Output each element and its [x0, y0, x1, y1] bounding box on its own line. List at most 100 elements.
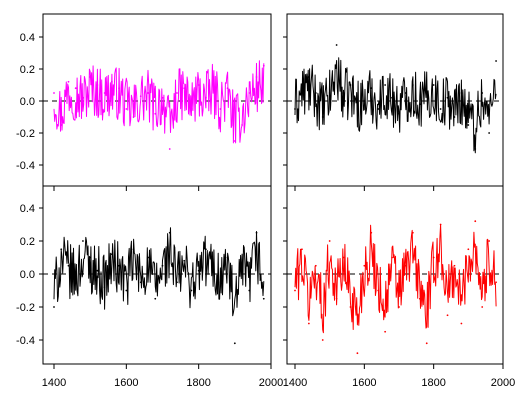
data-point [183, 259, 186, 262]
data-point [439, 108, 442, 110]
series-line [294, 57, 497, 154]
data-point [363, 264, 366, 267]
data-point [314, 92, 317, 94]
data-point [103, 92, 106, 94]
data-point [294, 108, 296, 110]
data-point [154, 297, 157, 300]
data-point [363, 100, 366, 102]
x-tick-label: 1600 [352, 377, 376, 389]
data-point [82, 240, 84, 242]
data-point [132, 248, 135, 251]
panel-top-right [283, 13, 504, 191]
panel-frame [286, 185, 504, 365]
data-point [89, 76, 92, 78]
data-point [356, 108, 359, 110]
data-point [197, 84, 200, 86]
data-point [467, 248, 470, 251]
data-point [132, 116, 135, 118]
data-point [453, 116, 456, 118]
data-point [197, 269, 200, 272]
data-point [190, 289, 193, 292]
panel-bottom-right: 1400 1600 1800 2000 [283, 185, 515, 389]
data-point [226, 256, 229, 259]
data-point [405, 264, 407, 267]
y-tick-label: 0.4 [20, 203, 35, 215]
data-point [377, 108, 380, 110]
data-point [262, 297, 265, 300]
data-point [356, 352, 359, 355]
data-point [294, 289, 296, 292]
data-point [321, 116, 324, 118]
data-point [89, 256, 92, 259]
data-point [60, 248, 63, 251]
data-point [467, 124, 470, 126]
data-point [342, 92, 345, 94]
data-point [67, 80, 70, 83]
data-point [425, 92, 428, 94]
data-point [161, 96, 164, 99]
data-point [255, 231, 258, 234]
data-point [248, 289, 251, 292]
data-point [391, 96, 393, 99]
data-point [418, 297, 421, 300]
data-point [349, 84, 352, 86]
data-point [176, 92, 178, 94]
x-tick-label: 1400 [42, 377, 66, 389]
data-point [398, 112, 400, 115]
y-tick-label: 0.2 [20, 64, 35, 76]
data-point [432, 84, 435, 86]
data-point [139, 95, 142, 98]
data-point [460, 92, 463, 94]
y-tick-label: 0.0 [20, 96, 35, 108]
panel-bottom-left: -0.4 -0.2 0.0 0.2 0.4 1400 1600 1800 2000 [16, 185, 283, 389]
data-point [262, 64, 265, 67]
data-point [342, 256, 345, 259]
panel-frame [42, 185, 272, 365]
panel-top-left: -0.4 -0.2 0.0 0.2 0.4 [16, 13, 272, 191]
x-tick-label: 1800 [186, 377, 210, 389]
data-point [481, 92, 484, 94]
data-point [147, 256, 149, 259]
data-point [60, 124, 63, 126]
data-point [147, 92, 149, 94]
y-tick-label: -0.2 [16, 128, 35, 140]
data-point [328, 92, 331, 94]
data-point [439, 223, 442, 226]
data-point [446, 314, 449, 317]
data-point [74, 87, 77, 90]
data-point [96, 269, 99, 272]
data-point [82, 96, 84, 99]
y-tick-label: -0.4 [16, 335, 35, 347]
y-tick-label: 0.4 [20, 32, 35, 44]
data-point [96, 84, 99, 86]
data-point [212, 264, 215, 267]
x-tick-label: 2000 [491, 377, 515, 389]
data-point [370, 87, 373, 90]
data-point [219, 281, 222, 284]
data-point [67, 264, 70, 267]
data-point [161, 264, 164, 267]
data-point [233, 140, 236, 142]
data-point [118, 264, 120, 267]
data-point [321, 339, 324, 341]
data-point [190, 108, 193, 110]
x-tick-label: 1800 [421, 377, 445, 389]
data-point [370, 231, 373, 234]
x-tick-label: 1600 [114, 377, 138, 389]
data-point [205, 248, 207, 251]
data-point [384, 84, 387, 86]
y-tick-label: -0.4 [16, 160, 35, 172]
data-point [391, 256, 393, 259]
data-point [495, 281, 497, 284]
data-point [384, 330, 387, 333]
data-point [183, 87, 186, 90]
y-tick-label: 0.0 [20, 269, 35, 281]
data-point [241, 124, 243, 126]
data-point [418, 103, 421, 106]
series-line [53, 60, 265, 144]
data-point [495, 60, 497, 62]
data-point [425, 342, 428, 345]
data-point [307, 322, 310, 325]
data-point [446, 96, 449, 99]
